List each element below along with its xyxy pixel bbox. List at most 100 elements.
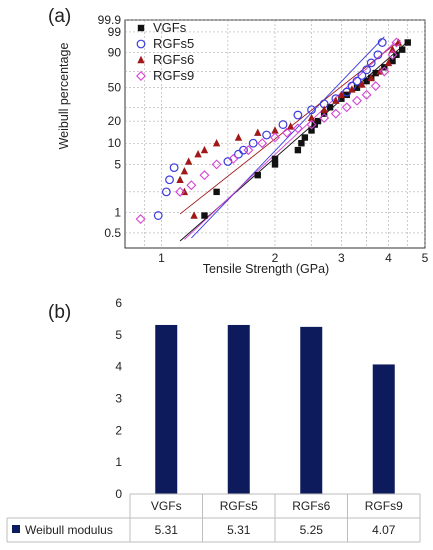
diamond-marker xyxy=(136,71,146,81)
y-tick-label-b: 2 xyxy=(115,423,122,437)
y-tick-label: 50 xyxy=(108,81,122,95)
x-tick-label: 4 xyxy=(385,251,392,265)
legend-swatch-b xyxy=(12,525,20,533)
triangle-marker xyxy=(367,73,375,82)
square-marker xyxy=(372,69,379,77)
x-tick-label: 2 xyxy=(272,251,279,265)
square-marker xyxy=(301,134,309,141)
square-marker xyxy=(404,39,411,46)
circle-marker xyxy=(239,145,248,155)
circle-marker xyxy=(153,211,163,220)
y-tick-label-b: 5 xyxy=(115,328,122,342)
circle-marker xyxy=(373,50,383,60)
triangle-marker xyxy=(307,113,316,122)
y-tick-label: 1 xyxy=(114,205,121,219)
circle-marker xyxy=(293,110,303,120)
diamond-marker xyxy=(341,102,352,113)
legend-label-rgfs6: RGFs6 xyxy=(153,52,194,67)
bars-b xyxy=(155,324,395,494)
diamond-marker xyxy=(175,186,186,197)
diamond-marker xyxy=(391,37,402,48)
x-axis-title-a: Tensile Strength (GPa) xyxy=(203,262,329,276)
bar-rgfs9 xyxy=(372,364,395,494)
square-marker xyxy=(308,127,315,134)
square-marker xyxy=(213,188,220,196)
triangle-marker xyxy=(184,157,193,165)
y-tick-label-b: 0 xyxy=(115,487,122,501)
square-marker xyxy=(363,77,370,85)
square-marker xyxy=(271,161,279,168)
table-value-rgfs9: 4.07 xyxy=(372,523,396,537)
y-tick-label: 90 xyxy=(108,45,122,59)
square-marker xyxy=(201,212,208,219)
circle-marker xyxy=(307,105,316,115)
y-tick-label-b: 1 xyxy=(115,455,122,469)
circle-marker xyxy=(161,187,171,197)
x-tick-label: 1 xyxy=(158,251,165,265)
panel-a-label: (a) xyxy=(48,6,71,27)
diamond-marker xyxy=(319,112,330,123)
square-marker xyxy=(137,24,145,32)
square-marker xyxy=(338,95,345,102)
legend-label-vgfs: VGFs xyxy=(153,20,187,35)
diamond-marker xyxy=(292,123,303,134)
triangle-marker xyxy=(254,128,262,136)
data-table-b: VGFs 5.31 RGFs5 5.31 RGFs6 5.25 RGFs9 4.07 Weibu… xyxy=(6,493,421,543)
triangle-marker xyxy=(286,122,295,130)
square-marker xyxy=(271,155,279,163)
triangle-marker xyxy=(234,133,243,141)
table-header-vgfs: VGFs xyxy=(151,499,182,513)
table-value-rgfs6: 5.25 xyxy=(300,523,324,537)
square-marker xyxy=(326,104,334,111)
y-tick-label: 0.5 xyxy=(104,226,121,240)
x-tick-label: 5 xyxy=(422,251,429,265)
y-tick-label: 99.9 xyxy=(98,13,122,27)
diamond-marker xyxy=(379,66,390,77)
table-value-vgfs: 5.31 xyxy=(155,523,179,537)
y-tick-label: 99 xyxy=(108,25,122,39)
triangle-marker xyxy=(271,126,279,134)
triangle-marker xyxy=(212,139,221,147)
diamond-marker xyxy=(306,119,317,130)
y-tick-label: 5 xyxy=(114,157,121,171)
y-tick-labels-b: 0 1 2 3 4 5 6 xyxy=(115,296,122,501)
table-header-rgfs5: RGFs5 xyxy=(220,499,258,513)
x-tick-labels-a: 1 2 3 4 5 xyxy=(158,251,428,265)
diamond-marker xyxy=(352,95,362,106)
bar-vgfs xyxy=(155,324,178,494)
table-row-label: Weibull modulus xyxy=(25,523,113,537)
legend-label-rgfs5: RGFs5 xyxy=(153,36,194,51)
circle-marker xyxy=(366,58,376,68)
diamond-marker xyxy=(199,170,210,181)
circle-marker xyxy=(352,76,362,86)
bar-rgfs6 xyxy=(300,326,323,494)
circle-marker xyxy=(262,130,272,140)
diamond-marker xyxy=(211,159,222,170)
triangle-marker xyxy=(337,90,346,99)
circle-marker xyxy=(362,65,372,75)
triangle-marker xyxy=(394,38,403,46)
diamond-marker xyxy=(257,138,268,149)
diamond-marker xyxy=(228,153,239,164)
square-marker xyxy=(298,140,305,147)
circle-marker xyxy=(165,175,174,185)
diamond-marker xyxy=(370,81,381,92)
y-tick-label-b: 4 xyxy=(115,360,122,374)
diamond-marker xyxy=(330,108,341,119)
triangle-marker xyxy=(137,55,145,64)
triangle-marker xyxy=(388,45,397,53)
triangle-marker xyxy=(348,85,356,93)
x-tick-label: 3 xyxy=(338,251,345,265)
bar-rgfs5 xyxy=(227,324,250,494)
diamond-marker xyxy=(361,89,372,100)
triangle-marker xyxy=(332,96,340,104)
legend-label-rgfs9: RGFs9 xyxy=(153,68,194,83)
square-marker xyxy=(389,57,396,65)
y-tick-label: 10 xyxy=(108,136,122,150)
table-header-rgfs9: RGFs9 xyxy=(365,499,403,513)
y-axis-title-a: Weibull percentage xyxy=(57,43,71,150)
triangle-marker xyxy=(194,149,202,158)
